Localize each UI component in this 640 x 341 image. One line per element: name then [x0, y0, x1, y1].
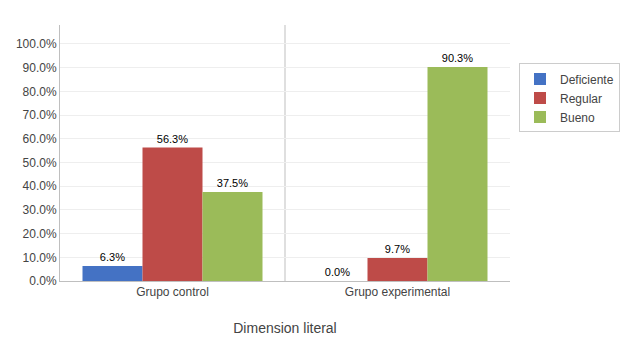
svg-text:0.0%: 0.0%: [29, 274, 57, 288]
svg-text:56.3%: 56.3%: [157, 133, 188, 145]
svg-text:60.0%: 60.0%: [23, 132, 57, 146]
svg-text:90.3%: 90.3%: [442, 52, 473, 64]
svg-text:Grupo control: Grupo control: [136, 285, 209, 299]
svg-text:70.0%: 70.0%: [23, 108, 57, 122]
svg-text:80.0%: 80.0%: [23, 85, 57, 99]
svg-text:Deficiente: Deficiente: [560, 73, 614, 87]
svg-text:20.0%: 20.0%: [23, 227, 57, 241]
svg-text:Dimension literal: Dimension literal: [233, 320, 336, 336]
svg-text:37.5%: 37.5%: [217, 177, 248, 189]
svg-text:0.0%: 0.0%: [325, 266, 350, 278]
svg-text:30.0%: 30.0%: [23, 203, 57, 217]
svg-text:40.0%: 40.0%: [23, 179, 57, 193]
svg-text:90.0%: 90.0%: [23, 61, 57, 75]
svg-text:9.7%: 9.7%: [385, 243, 410, 255]
svg-text:10.0%: 10.0%: [23, 250, 57, 264]
svg-text:Regular: Regular: [560, 92, 602, 106]
svg-text:100.0%: 100.0%: [16, 37, 57, 51]
svg-text:50.0%: 50.0%: [23, 156, 57, 170]
svg-text:6.3%: 6.3%: [100, 251, 125, 263]
svg-text:Bueno: Bueno: [560, 111, 595, 125]
svg-text:Grupo experimental: Grupo experimental: [345, 285, 450, 299]
